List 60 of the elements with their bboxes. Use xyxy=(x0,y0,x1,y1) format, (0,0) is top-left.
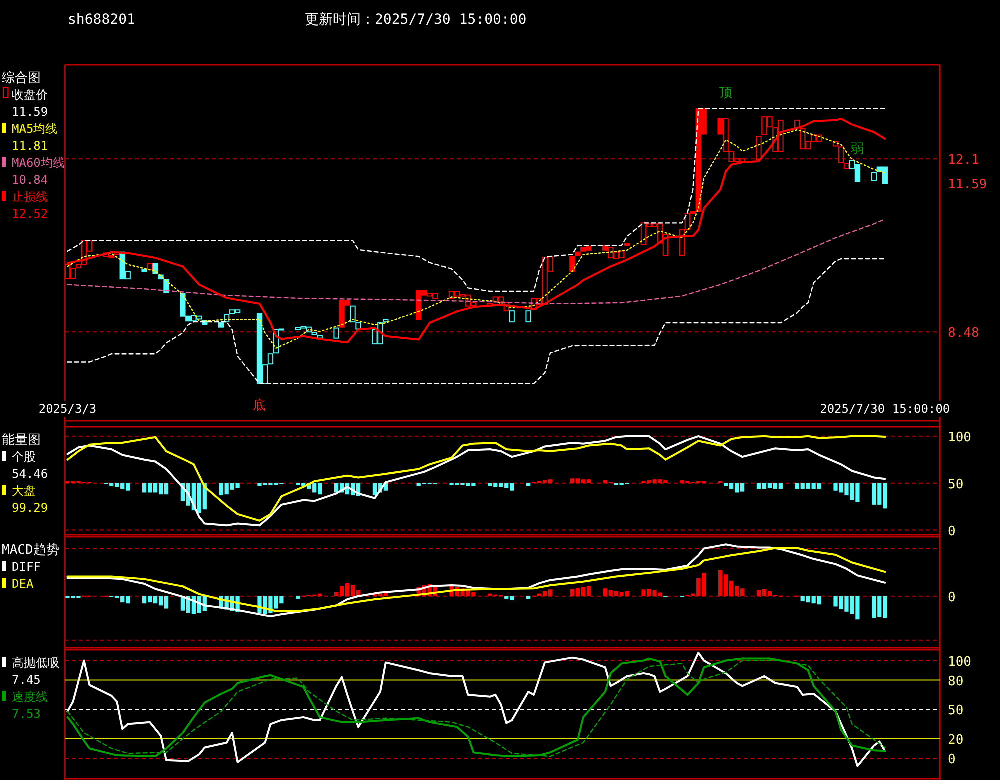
text: 99.29 xyxy=(12,501,48,515)
annotation: 顶 xyxy=(720,86,733,101)
candlestick xyxy=(624,243,630,246)
candlestick xyxy=(317,335,323,339)
y-tick-label: 11.59 xyxy=(948,178,988,193)
legend-label: MA60均线 xyxy=(12,156,65,170)
line-series xyxy=(67,108,886,292)
legend-title: 综合图 xyxy=(2,71,41,86)
y-tick-label: 0 xyxy=(948,752,956,768)
y-tick-label: 20 xyxy=(948,732,964,748)
legend-title: 能量图 xyxy=(2,433,41,448)
bar xyxy=(526,596,531,599)
text: 11.81 xyxy=(12,139,48,153)
candlestick xyxy=(871,172,877,182)
chart-subtitle: 更新时间：2025/7/30 15:00:00 xyxy=(305,12,527,28)
text: 7.45 xyxy=(12,673,41,687)
y-tick-label: 0 xyxy=(948,524,956,540)
annotation: 底 xyxy=(253,398,266,414)
y-tick-label: 100 xyxy=(948,654,972,670)
x-tick-label: 2025/7/30 15:00:00 xyxy=(820,402,950,416)
candlestick xyxy=(268,354,274,365)
legend-label: 止损线 xyxy=(12,190,48,204)
candlestick xyxy=(487,303,493,307)
y-tick-label: 50 xyxy=(948,704,964,719)
annotation: 弱 xyxy=(851,142,864,157)
candlestick xyxy=(526,310,532,323)
text: 11.59 xyxy=(12,105,48,119)
candlestick xyxy=(832,141,839,147)
text: 54.46 xyxy=(12,467,48,481)
legend-label: DEA xyxy=(12,577,34,591)
x-tick-label: 2025/3/3 xyxy=(38,402,97,416)
legend-label: DIFF xyxy=(12,560,41,574)
legend-label: 个股 xyxy=(12,450,36,464)
chart-title: sh688201 xyxy=(68,12,136,28)
text: 7.53 xyxy=(12,707,41,721)
legend-label: 收盘价 xyxy=(12,88,48,102)
bar xyxy=(296,596,300,599)
candlestick xyxy=(142,270,148,272)
candlestick xyxy=(147,263,153,270)
candlestick xyxy=(224,314,230,323)
candlestick xyxy=(509,310,515,323)
candlestick xyxy=(334,328,340,339)
line-series xyxy=(67,258,886,384)
candlestick xyxy=(838,146,844,164)
legend-label: 高抛低吸 xyxy=(12,656,60,670)
y-tick-label: 100 xyxy=(948,430,972,446)
candlestick xyxy=(114,252,120,256)
legend-label: 速度线 xyxy=(12,690,48,704)
text: 12.52 xyxy=(12,207,48,221)
candlestick xyxy=(218,322,224,328)
line-series xyxy=(67,218,886,305)
y-tick-label: 50 xyxy=(948,477,964,492)
candlestick xyxy=(844,163,850,170)
legend-label: 大盘 xyxy=(12,484,36,498)
text: 10.84 xyxy=(12,173,48,187)
legend-label: MA5均线 xyxy=(12,122,58,136)
y-tick-label: 12.1 xyxy=(948,153,980,168)
legend-title: MACD趋势 xyxy=(2,543,60,558)
y-tick-label: 8.48 xyxy=(948,326,980,342)
y-tick-label: 80 xyxy=(948,674,964,690)
